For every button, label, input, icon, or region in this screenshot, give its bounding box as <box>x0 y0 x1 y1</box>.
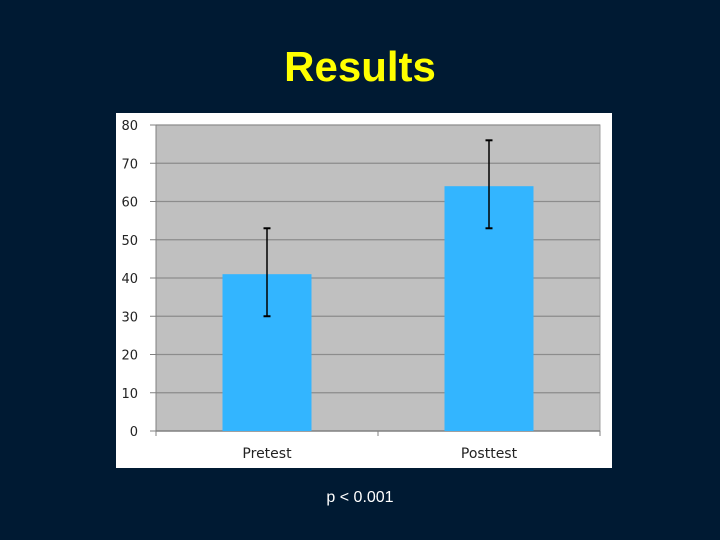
y-tick-label-70: 70 <box>121 157 138 172</box>
bar-chart: 0 10 20 30 40 50 60 70 80 Pretest Posttest <box>116 113 612 468</box>
x-tick-label-posttest: Posttest <box>461 446 518 462</box>
y-tick-label-40: 40 <box>121 272 138 287</box>
slide-title: Results <box>284 43 436 90</box>
p-value-note: p < 0.001 <box>326 489 394 506</box>
y-tick-label-10: 10 <box>121 387 138 402</box>
tick-labels: 0 10 20 30 40 50 60 70 80 Pretest Posttest <box>121 119 517 462</box>
y-tick-label-80: 80 <box>121 119 138 134</box>
bar-chart-svg: 0 10 20 30 40 50 60 70 80 Pretest Posttest <box>121 119 601 462</box>
y-tick-label-60: 60 <box>121 196 138 211</box>
y-tick-label-30: 30 <box>121 310 138 325</box>
y-tick-label-50: 50 <box>121 234 138 249</box>
y-tick-label-20: 20 <box>121 349 138 364</box>
y-tick-label-0: 0 <box>130 425 138 440</box>
error-bars <box>263 139 493 318</box>
x-tick-label-pretest: Pretest <box>242 446 292 462</box>
